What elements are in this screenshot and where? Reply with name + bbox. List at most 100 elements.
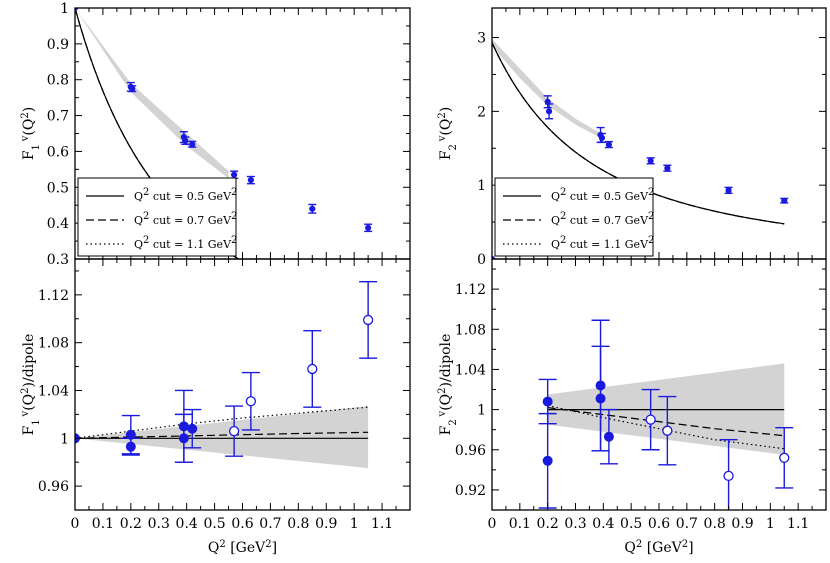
y-tick-label: 0.8 [47, 73, 69, 89]
y-tick-label: 1.12 [38, 288, 69, 304]
y-tick-label: 1 [477, 178, 486, 194]
y-tick-label: 1.08 [38, 336, 69, 352]
y-axis-label: F2 v(Q2) [437, 107, 459, 160]
ticks [491, 259, 827, 511]
y-tick-label: 0.3 [47, 252, 69, 268]
x-tick-label: 0.9 [731, 516, 753, 532]
data-point [545, 108, 553, 115]
y-tick-label: 1 [477, 403, 486, 419]
legend: Q2 cut = 0.5 GeV2 Q2 cut = 0.7 GeV2 Q2 cut… [494, 177, 654, 257]
x-tick-label: 0.4 [176, 516, 198, 532]
y-axis-label: F1 v(Q2)/dipole [20, 334, 42, 436]
x-tick-label: 1.1 [787, 516, 809, 532]
x-tick-label: 0.7 [259, 516, 281, 532]
data-point [725, 187, 732, 194]
y-tick-label: 0.6 [47, 144, 69, 160]
x-tick-label: 1.1 [371, 516, 393, 532]
x-tick-label: 0.9 [315, 516, 337, 532]
data-point [129, 85, 136, 92]
x-tick-label: 0.3 [148, 516, 170, 532]
x-tick-label: 0.2 [537, 516, 559, 532]
legend-entry: Q2 cut = 0.5 GeV2 [134, 187, 237, 204]
uncertainty-band [75, 8, 229, 179]
data-point-open [307, 363, 318, 375]
data-point-filled [603, 431, 614, 442]
y-tick-label: 0.4 [47, 216, 69, 232]
y-axis-label: F2 v(Q2)/dipole [437, 334, 459, 436]
panel-bottom-right: 0.92 0.96 1 1.04 1.08 1.12 0 0.1 0.2 0.3 0.4 0.5 0.6… [437, 258, 827, 556]
uncertainty-band [75, 406, 369, 469]
data-point-open [723, 470, 734, 482]
panel-bottom-left: 0.96 1 1.04 1.08 1.12 0 0.1 0.2 0.3 0.4 0.5 0.6 0.7 0… [20, 258, 411, 557]
data-point-open [662, 425, 673, 436]
x-tick-label: 1 [766, 516, 775, 532]
y-tick-label: 1 [60, 431, 69, 447]
plot-area [75, 281, 378, 469]
data-point [231, 171, 238, 178]
data-point-open [245, 396, 257, 407]
x-tick-label: 0.1 [509, 516, 531, 532]
x-axis-label: Q2 [GeV2] [208, 539, 277, 557]
legend-entry: Q2 cut = 0.7 GeV2 [551, 211, 654, 228]
data-point [247, 177, 254, 184]
ratio-line-dashed [547, 406, 785, 437]
x-tick-label: 0.6 [231, 516, 253, 532]
data-point-open [779, 452, 790, 463]
y-axis-label: F1 v(Q2) [20, 107, 42, 160]
panel-top-left: 0.3 0.4 0.5 0.6 0.7 0.8 0.9 1 F1 v(Q2) Q2 cut = 0… [20, 1, 411, 268]
x-tick-label: 0.5 [203, 516, 225, 532]
legend-entry: Q2 cut = 0.7 GeV2 [134, 211, 237, 228]
x-tick-label: 0.4 [592, 516, 614, 532]
y-tick-label: 0.7 [47, 109, 69, 125]
y-tick-label: 2 [477, 104, 486, 120]
plot-area [538, 319, 794, 510]
y-tick-label: 0.96 [38, 479, 69, 495]
y-tick-label: 1 [60, 1, 69, 17]
data-point-filled [187, 423, 198, 434]
legend: Q2 cut = 0.5 GeV2 Q2 cut = 0.7 GeV2 Q2 cut… [77, 177, 237, 257]
ticks [74, 7, 411, 260]
y-tick-label: 1.12 [455, 282, 486, 298]
fit-curve-dotted [75, 8, 240, 259]
data-point [664, 165, 671, 172]
y-tick-label: 1.04 [38, 383, 69, 399]
y-tick-label: 3 [477, 31, 486, 47]
data-point [647, 157, 654, 164]
legend-box [77, 177, 237, 257]
ratio-line-dotted [75, 406, 369, 439]
data-point [309, 205, 316, 212]
y-tick-label: 1.08 [455, 322, 486, 338]
data-point-filled [595, 393, 606, 404]
legend-box [494, 177, 654, 257]
data-point-filled [542, 455, 553, 466]
x-tick-label: 0.6 [648, 516, 670, 532]
data-point [189, 141, 196, 148]
x-tick-label: 0 [488, 516, 497, 532]
data-point-open [645, 414, 656, 425]
x-tick-label: 0.8 [287, 516, 309, 532]
x-tick-label: 0 [71, 516, 80, 532]
x-tick-label: 0.5 [620, 516, 642, 532]
fit-curve-dashed [75, 8, 240, 259]
data-point-open [228, 425, 240, 437]
data-point [182, 137, 189, 144]
y-tick-label: 1.04 [455, 362, 486, 378]
y-tick-label: 0.92 [455, 483, 486, 499]
y-tick-label: 0.9 [47, 37, 69, 53]
y-tick-label: 0 [477, 252, 486, 268]
data-point-filled [178, 433, 189, 444]
x-tick-label: 1 [350, 516, 359, 532]
y-tick-label: 0.5 [47, 180, 69, 196]
data-point-filled [125, 441, 136, 452]
data-point-filled [542, 396, 553, 407]
y-tick-label: 0.96 [455, 443, 486, 459]
x-tick-label: 0.2 [120, 516, 142, 532]
ratio-line-dotted [547, 404, 785, 450]
ratio-line-dashed [75, 431, 369, 439]
data-point [781, 197, 788, 204]
x-tick-label: 0.1 [92, 516, 114, 532]
data-point [605, 141, 613, 148]
data-point [598, 134, 606, 142]
fit-curve-solid [75, 8, 240, 259]
